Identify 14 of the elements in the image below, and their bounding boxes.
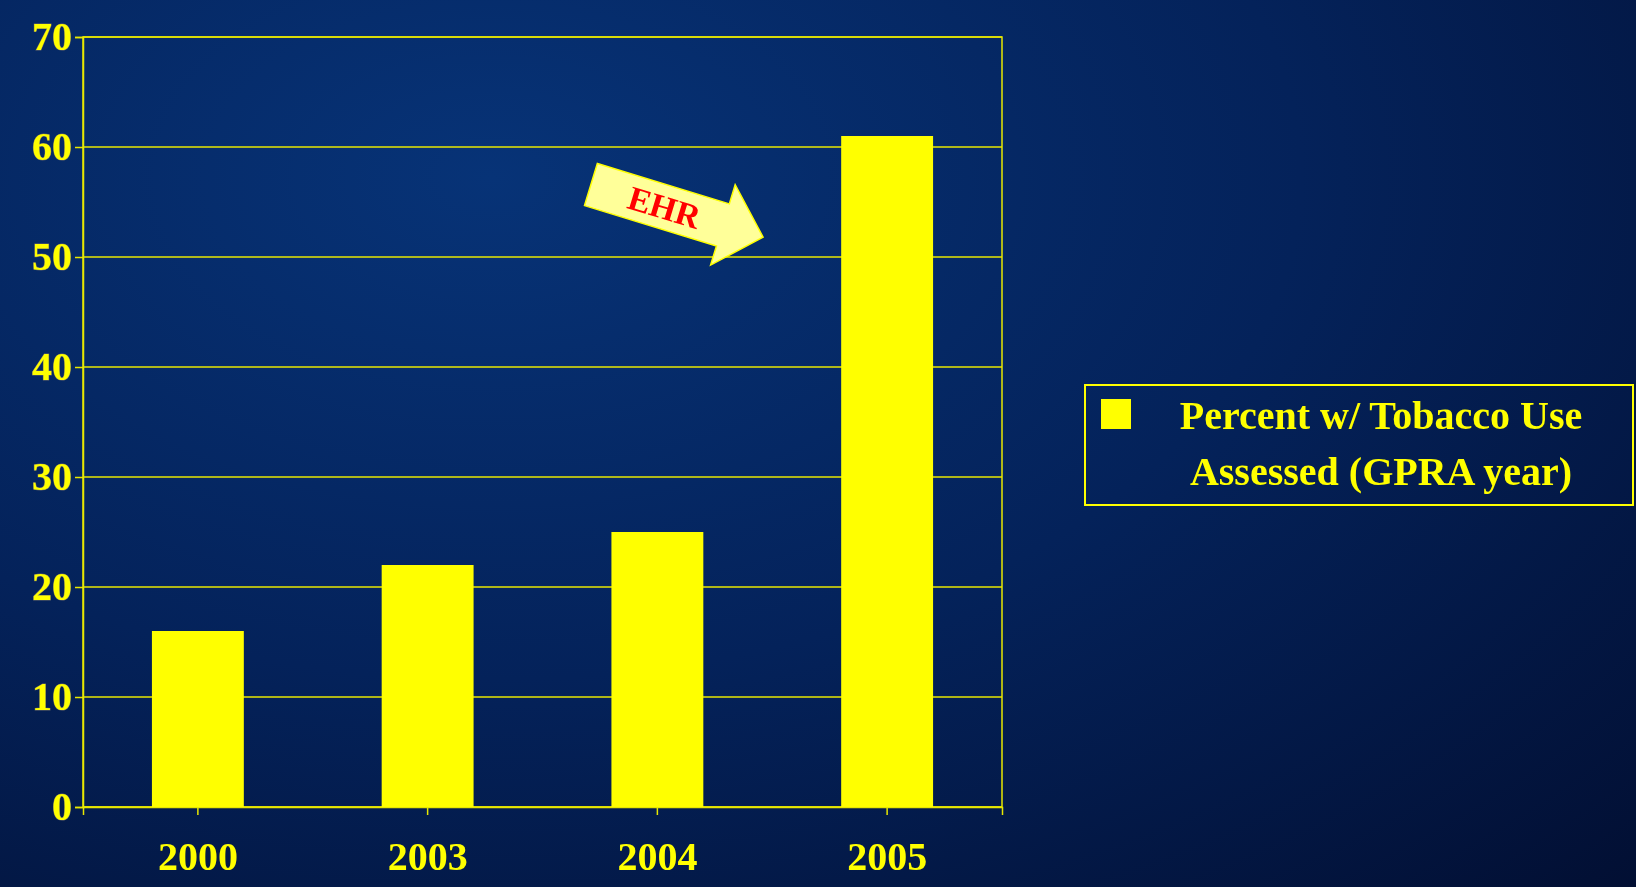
y-tick-label: 40 — [32, 344, 72, 390]
x-tick-label: 2004 — [617, 834, 698, 879]
x-tick-label: 2000 — [157, 834, 238, 879]
x-tick-label: 2005 — [847, 834, 928, 879]
y-tick-label: 60 — [32, 124, 72, 170]
legend-label: Percent w/ Tobacco Use Assessed (GPRA year) — [1179, 393, 1583, 494]
annotation: EHR — [623, 179, 706, 237]
y-tick-label: 10 — [32, 674, 72, 720]
y-tick-label: 30 — [32, 454, 72, 500]
y-tick-label: 20 — [32, 564, 72, 610]
x-tick-label: 2003 — [387, 834, 468, 879]
y-tick-label: 70 — [32, 14, 72, 60]
y-tick-label: 50 — [32, 234, 72, 280]
y-tick-label: 0 — [52, 784, 72, 830]
